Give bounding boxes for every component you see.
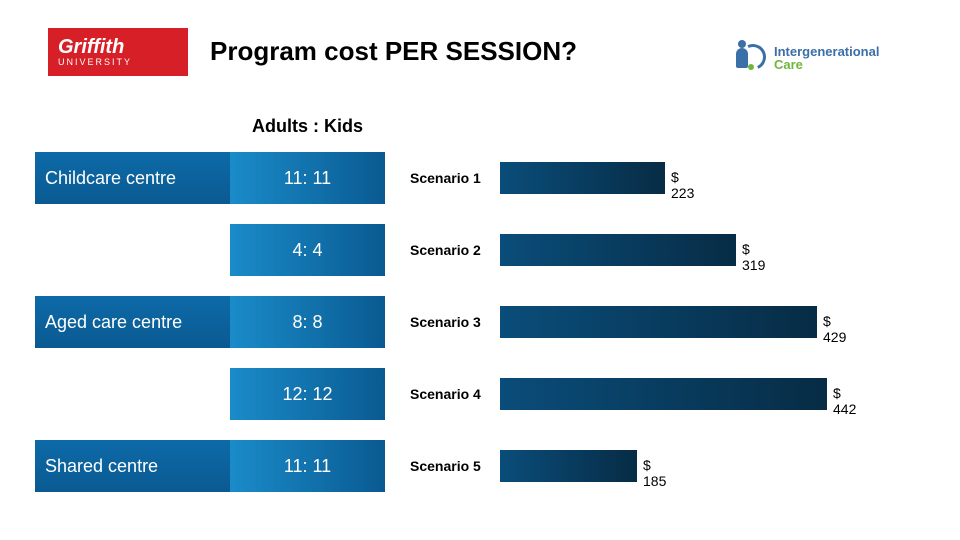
bar-value-label: $ 319 (742, 241, 765, 273)
griffith-logo-sub: UNIVERSITY (58, 57, 178, 68)
bar-scenario-label: Scenario 4 (410, 386, 500, 402)
category-label-text: Shared centre (45, 456, 158, 477)
ratio-cell: 8: 8 (230, 296, 385, 348)
bar-row: Scenario 2 $ 319 (410, 224, 736, 276)
intergenerational-care-logo: Intergenerational Care (730, 38, 900, 78)
bar-value-label: $ 223 (671, 169, 694, 201)
ratio-cell-text: 11: 11 (284, 456, 331, 477)
bar-fill (500, 378, 827, 410)
category-label-text: Aged care centre (45, 312, 182, 333)
bar-track: $ 223 (500, 162, 665, 194)
bar-row: Scenario 1 $ 223 (410, 152, 665, 204)
ratio-cell: 11: 11 (230, 152, 385, 204)
griffith-logo: Griffith UNIVERSITY (48, 28, 188, 76)
bar-row: Scenario 5 $ 185 (410, 440, 637, 492)
bar-row: Scenario 3 $ 429 (410, 296, 817, 348)
bar-fill (500, 162, 665, 194)
igcare-text: Intergenerational Care (774, 45, 879, 71)
bar-fill (500, 306, 817, 338)
bar-fill (500, 234, 736, 266)
bar-scenario-label: Scenario 3 (410, 314, 500, 330)
bar-value-label: $ 185 (643, 457, 666, 489)
bar-track: $ 429 (500, 306, 817, 338)
category-label-shared: Shared centre (35, 440, 230, 492)
griffith-logo-main: Griffith (58, 37, 178, 57)
bar-value-label: $ 429 (823, 313, 846, 345)
content-area: Adults : Kids Childcare centre Aged care… (35, 106, 925, 520)
bar-track: $ 442 (500, 378, 827, 410)
page-title: Program cost PER SESSION? (210, 36, 577, 67)
bar-row: Scenario 4 $ 442 (410, 368, 827, 420)
ratio-cell-text: 8: 8 (292, 312, 322, 333)
bar-value-label: $ 442 (833, 385, 856, 417)
bar-scenario-label: Scenario 5 (410, 458, 500, 474)
ratio-column-header: Adults : Kids (230, 106, 385, 146)
igcare-icon (730, 40, 766, 76)
ratio-cell: 4: 4 (230, 224, 385, 276)
ratio-cell: 11: 11 (230, 440, 385, 492)
ratio-cell-text: 4: 4 (292, 240, 322, 261)
ratio-cell-text: 12: 12 (282, 384, 332, 405)
ratio-cell: 12: 12 (230, 368, 385, 420)
header-row: Griffith UNIVERSITY Program cost PER SES… (0, 20, 960, 80)
bar-track: $ 319 (500, 234, 736, 266)
category-label-text: Childcare centre (45, 168, 176, 189)
ratio-cell-text: 11: 11 (284, 168, 331, 189)
bar-fill (500, 450, 637, 482)
bar-scenario-label: Scenario 1 (410, 170, 500, 186)
category-label-agedcare: Aged care centre (35, 296, 230, 348)
bar-scenario-label: Scenario 2 (410, 242, 500, 258)
igcare-text-l2: Care (774, 58, 879, 71)
bar-track: $ 185 (500, 450, 637, 482)
category-label-childcare: Childcare centre (35, 152, 230, 204)
